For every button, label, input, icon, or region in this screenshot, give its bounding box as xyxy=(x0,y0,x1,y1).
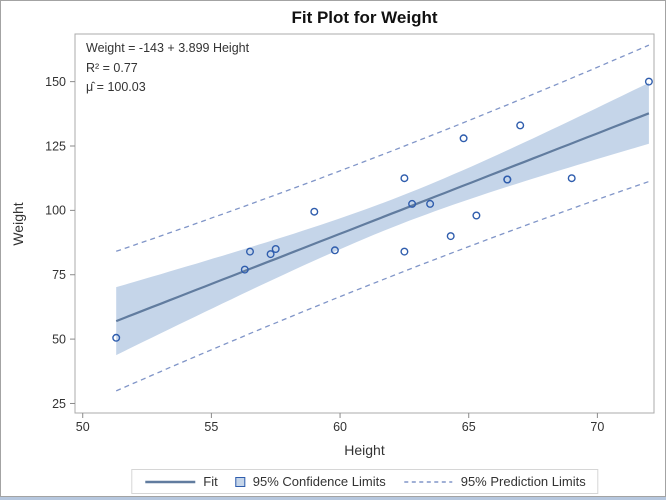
inset-mu-hat: μ̂ = 100.03 xyxy=(86,80,146,94)
scatter-point xyxy=(400,174,409,183)
legend-label-prediction: 95% Prediction Limits xyxy=(460,474,586,489)
scatter-point xyxy=(112,333,121,342)
x-axis-label: Height xyxy=(344,442,385,458)
inset-stats: Weight = -143 + 3.899 Height R² = 0.77 μ… xyxy=(86,39,249,98)
scatter-point xyxy=(400,247,409,256)
x-tick-label: 50 xyxy=(76,420,90,434)
legend-item-prediction: 95% Prediction Limits xyxy=(404,474,586,489)
x-tick-label: 55 xyxy=(204,420,218,434)
legend-label-fit: Fit xyxy=(203,474,218,489)
y-tick-label: 150 xyxy=(45,75,66,89)
scatter-point xyxy=(459,134,468,143)
scatter-point xyxy=(310,207,319,216)
scatter-point xyxy=(408,199,417,208)
x-tick-label: 60 xyxy=(333,420,347,434)
scatter-point xyxy=(426,199,435,208)
y-tick-label: 125 xyxy=(45,139,66,153)
prediction-limit-lower xyxy=(115,180,650,392)
legend-item-confidence: 95% Confidence Limits xyxy=(235,474,386,489)
scatter-point xyxy=(330,246,339,255)
chart-title: Fit Plot for Weight xyxy=(291,8,438,27)
legend-label-confidence: 95% Confidence Limits xyxy=(252,474,386,489)
y-tick-label: 50 xyxy=(52,332,66,346)
confidence-band-swatch-icon xyxy=(235,476,246,487)
y-tick-label: 100 xyxy=(45,204,66,218)
scatter-point xyxy=(644,77,653,86)
scatter-point xyxy=(567,174,576,183)
scatter-point xyxy=(446,232,455,241)
y-tick-label: 25 xyxy=(52,397,66,411)
inset-equation: Weight = -143 + 3.899 Height xyxy=(86,41,250,55)
scatter-point xyxy=(472,211,481,220)
y-axis-label: Weight xyxy=(10,202,26,246)
fit-line-swatch-icon xyxy=(145,480,196,483)
y-tick-label: 75 xyxy=(52,268,66,282)
scatter-point xyxy=(271,244,280,253)
prediction-line-swatch-icon xyxy=(404,480,453,483)
scatter-point xyxy=(503,175,512,184)
x-tick-label: 70 xyxy=(590,420,604,434)
scatter-point xyxy=(266,250,275,259)
confidence-band xyxy=(116,82,649,356)
fit-line xyxy=(115,112,650,323)
legend: Fit 95% Confidence Limits 95% Prediction… xyxy=(131,469,599,494)
scatter-point xyxy=(245,247,254,256)
inset-rsquare: R² = 0.77 xyxy=(86,60,138,75)
prediction-limit-upper xyxy=(115,44,650,252)
scatter-point xyxy=(516,121,525,130)
x-tick-label: 65 xyxy=(462,420,476,434)
legend-item-fit: Fit xyxy=(144,474,218,489)
scatter-point xyxy=(240,265,249,274)
